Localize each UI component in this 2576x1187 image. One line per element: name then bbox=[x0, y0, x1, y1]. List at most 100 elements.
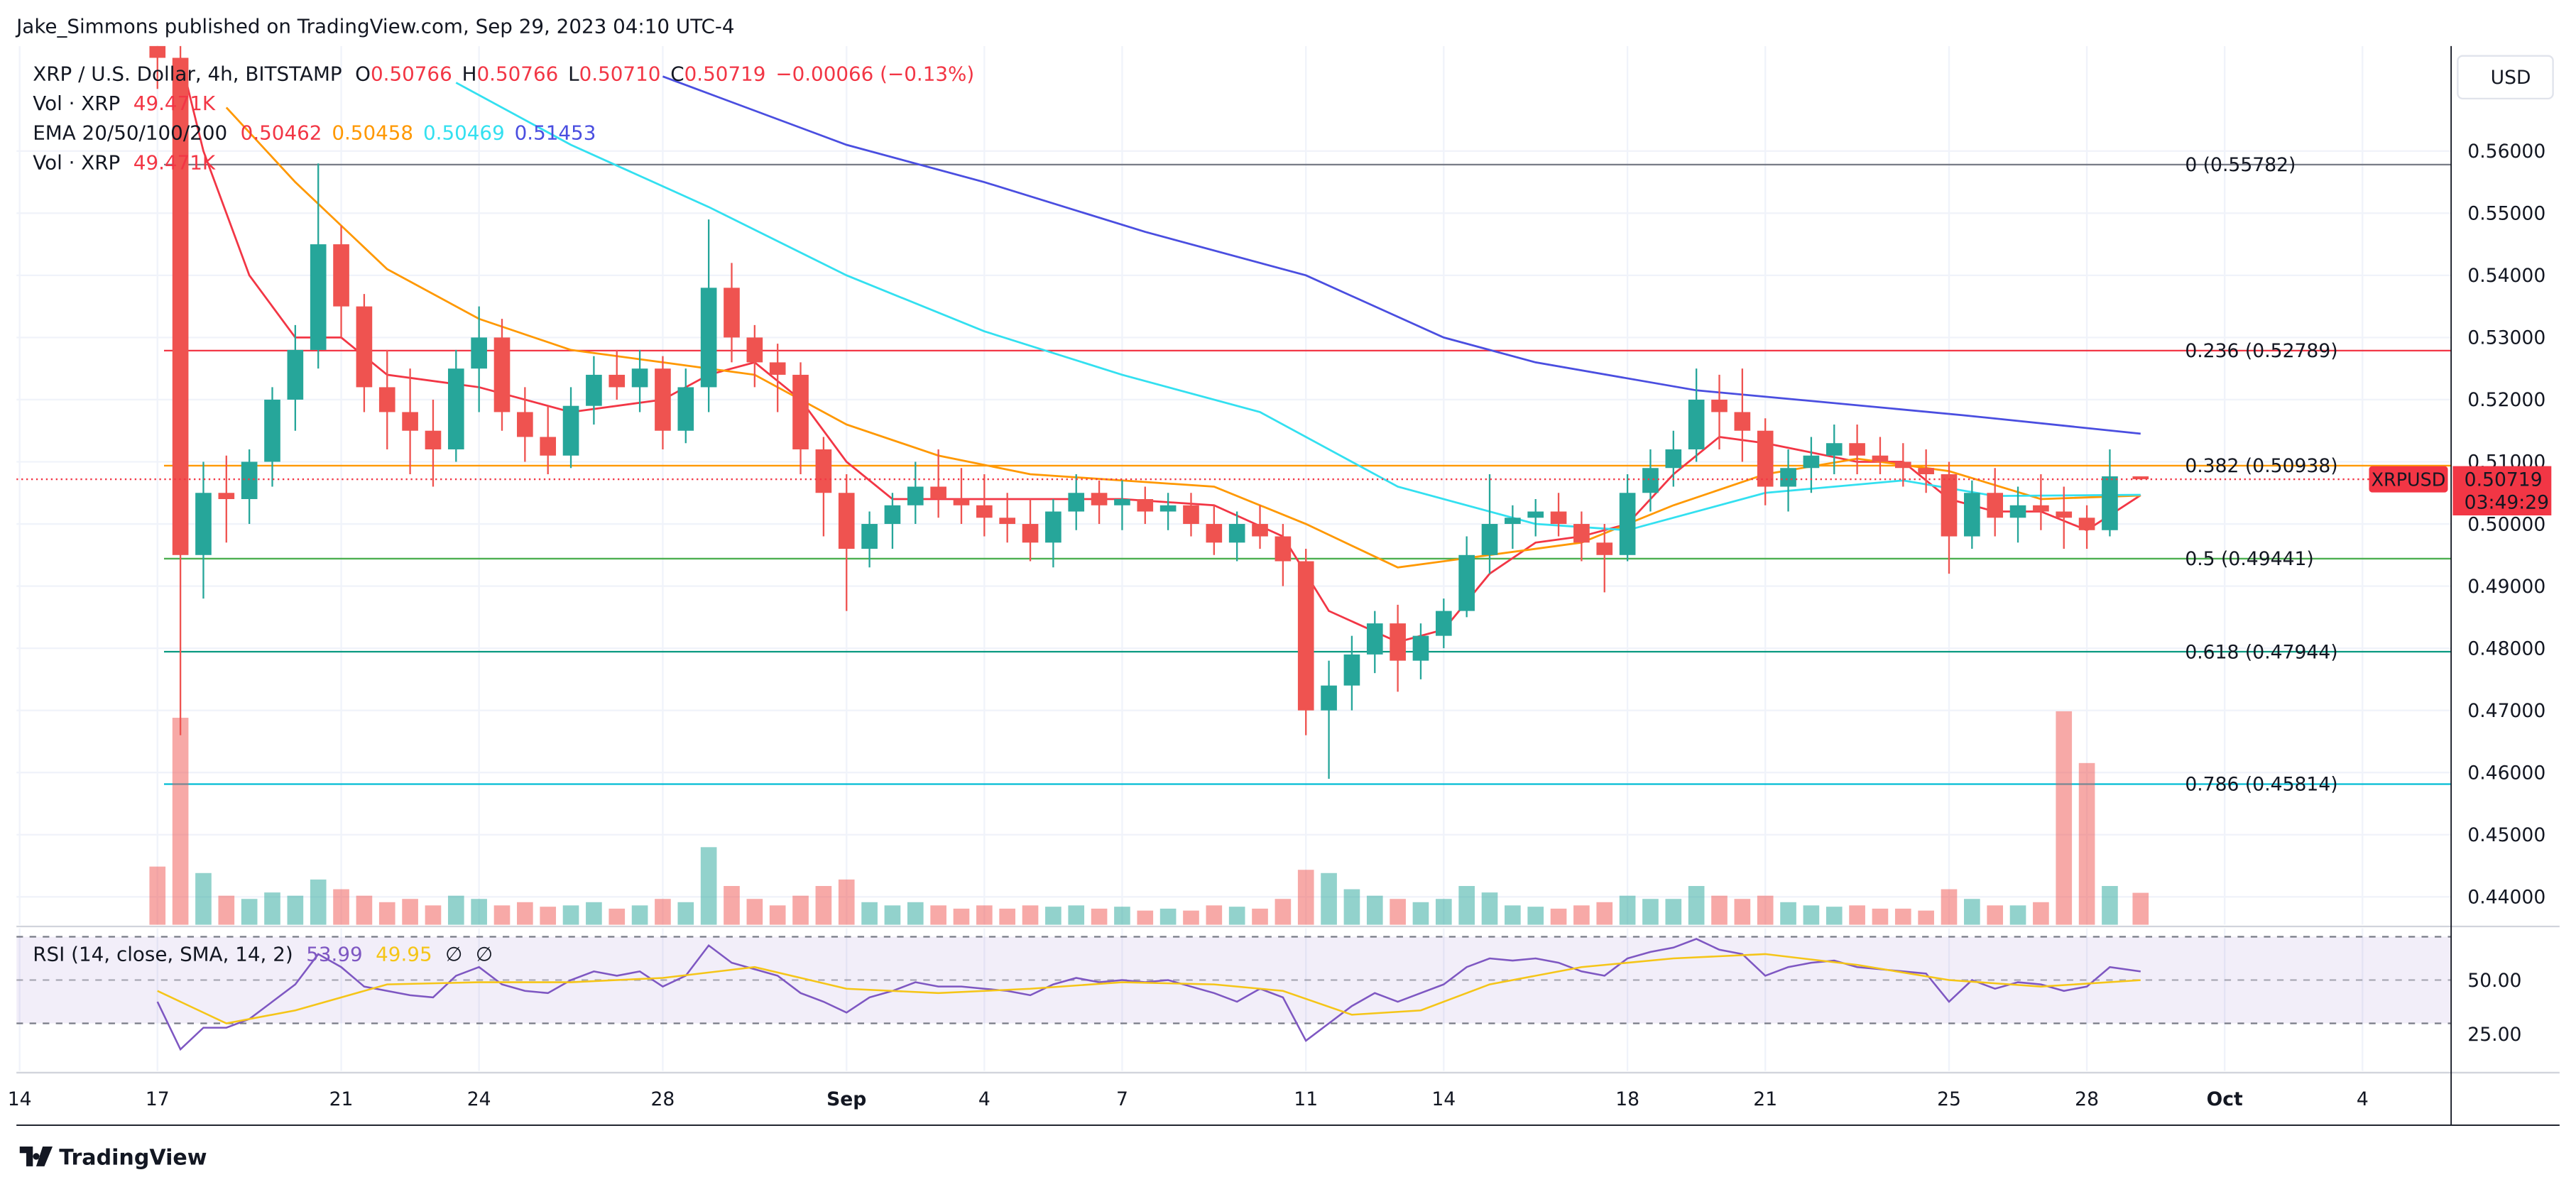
candle-body bbox=[1183, 505, 1199, 525]
ohlc-key: O bbox=[355, 62, 371, 85]
volume-bar bbox=[655, 899, 671, 925]
volume-bar bbox=[1183, 910, 1199, 925]
candle-body bbox=[1573, 524, 1590, 543]
volume-bar bbox=[447, 895, 464, 925]
rsi-value: 49.95 bbox=[376, 943, 432, 966]
volume-bar bbox=[1619, 895, 1636, 925]
candle-body bbox=[310, 244, 327, 350]
volume-bar bbox=[1159, 908, 1177, 925]
ohlc-key: L bbox=[568, 62, 579, 85]
volume-bar bbox=[1825, 907, 1843, 925]
candle-body bbox=[195, 493, 212, 555]
volume-bar bbox=[1894, 908, 1911, 925]
candle-body bbox=[1941, 474, 1958, 537]
ema-line bbox=[662, 75, 2141, 435]
candle-body bbox=[2102, 476, 2118, 530]
candle-body bbox=[517, 412, 533, 437]
y-tick-label: 0.54000 bbox=[2467, 265, 2545, 287]
candle-body bbox=[815, 449, 832, 493]
volume-value: 49.471K bbox=[133, 92, 216, 115]
volume-bar bbox=[1390, 899, 1406, 925]
candle-body bbox=[1206, 524, 1223, 543]
y-tick-label: 0.46000 bbox=[2467, 762, 2545, 784]
volume-bar bbox=[999, 908, 1016, 925]
candle-body bbox=[378, 387, 395, 412]
volume-bar bbox=[976, 905, 993, 925]
rsi-tick-label: 50.00 bbox=[2467, 970, 2521, 992]
symbol-tag bbox=[2369, 466, 2448, 493]
ema-line bbox=[455, 82, 2141, 532]
candle-body bbox=[1275, 536, 1292, 562]
candle-body bbox=[1619, 493, 1636, 555]
y-tick-label: 0.56000 bbox=[2467, 141, 2545, 163]
candle-body bbox=[562, 405, 579, 456]
candle-body bbox=[1045, 511, 1061, 543]
y-tick-label: 0.48000 bbox=[2467, 638, 2545, 660]
volume-bar bbox=[1114, 907, 1130, 925]
volume-bar bbox=[2132, 892, 2149, 925]
volume-bar bbox=[1527, 907, 1544, 925]
attribution: Jake_Simmons published on TradingView.co… bbox=[15, 14, 734, 38]
volume-bar bbox=[1252, 908, 1268, 925]
candle-body bbox=[999, 518, 1016, 525]
legend-rsi: RSI (14, close, SMA, 14, 2) 53.99 49.95 ∅ ∅ bbox=[33, 943, 493, 966]
candle-body bbox=[1527, 511, 1544, 518]
change: −0.00066 (−0.13%) bbox=[775, 62, 974, 85]
candle-body bbox=[2132, 476, 2149, 480]
x-tick-label: Oct bbox=[2207, 1088, 2243, 1110]
volume-bar bbox=[540, 907, 557, 925]
x-tick-label: 4 bbox=[978, 1088, 990, 1110]
candle-body bbox=[861, 524, 878, 549]
x-tick-label: 25 bbox=[1937, 1088, 1961, 1110]
ohlc-key: C bbox=[670, 62, 684, 85]
candle-body bbox=[838, 493, 855, 549]
volume-bar bbox=[1711, 895, 1728, 925]
volume-bar bbox=[1366, 895, 1383, 925]
currency-box[interactable] bbox=[2457, 55, 2554, 100]
candle-body bbox=[1228, 524, 1245, 543]
volume-bar bbox=[746, 899, 763, 925]
volume-bar bbox=[425, 905, 442, 925]
x-tick-label: 17 bbox=[146, 1088, 170, 1110]
volume-bar bbox=[1022, 905, 1039, 925]
x-tick-label: 21 bbox=[329, 1088, 354, 1110]
volume-bar bbox=[1091, 908, 1108, 925]
candle-body bbox=[1872, 455, 1889, 462]
candle-body bbox=[471, 337, 487, 369]
legend-volume: Vol · XRP 49.471K bbox=[33, 92, 216, 115]
candle-body bbox=[2009, 505, 2026, 518]
logo-mark bbox=[19, 1147, 53, 1166]
currency: USD bbox=[2491, 67, 2531, 89]
candle-body bbox=[1114, 499, 1130, 505]
candle-body bbox=[1022, 524, 1039, 543]
volume-name: Vol · XRP bbox=[33, 151, 120, 174]
candle-body bbox=[1366, 623, 1383, 655]
candle-body bbox=[1734, 412, 1751, 431]
rsi-line bbox=[157, 953, 2141, 1024]
fib-label: 0.5 (0.49441) bbox=[2185, 548, 2313, 570]
volume-bar bbox=[241, 899, 258, 925]
volume-bar bbox=[1481, 892, 1498, 925]
candle-body bbox=[149, 45, 166, 58]
volume-bar bbox=[1941, 889, 1958, 925]
volume-bar bbox=[1045, 907, 1061, 925]
volume-bar bbox=[907, 902, 924, 925]
volume-bar bbox=[930, 905, 946, 925]
volume-bar bbox=[2009, 905, 2026, 925]
volume-bar bbox=[378, 902, 395, 925]
candle-body bbox=[677, 387, 694, 431]
price-pane: 0 (0.55782) 0.236 (0.52789) 0.382 (0.50938… bbox=[16, 45, 2452, 925]
ohlc-value: 0.50719 bbox=[684, 62, 766, 85]
volume-bar bbox=[1137, 910, 1154, 925]
y-tick-label: 0.45000 bbox=[2467, 824, 2545, 846]
x-tick-label: 11 bbox=[1294, 1088, 1318, 1110]
candle-body bbox=[1068, 493, 1085, 512]
candle-body bbox=[1297, 561, 1314, 711]
candle-body bbox=[1505, 518, 1521, 525]
candle-body bbox=[1390, 623, 1406, 661]
volume-bar bbox=[333, 889, 349, 925]
candle-body bbox=[1596, 542, 1613, 555]
volume-bar bbox=[815, 885, 832, 925]
candle-body bbox=[1252, 524, 1268, 537]
y-tick-label: 0.50000 bbox=[2467, 513, 2545, 535]
